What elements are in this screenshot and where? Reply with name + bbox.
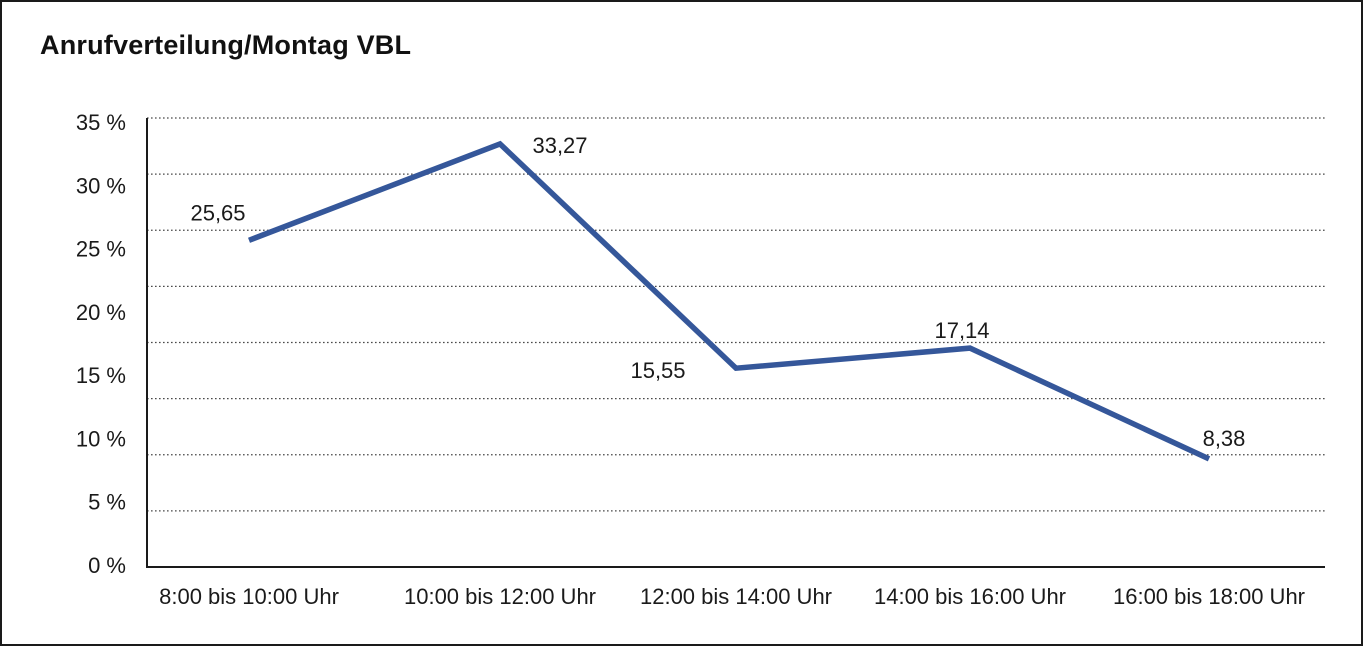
x-axis-category-label: 8:00 bis 10:00 Uhr xyxy=(159,584,339,609)
x-axis-category-label: 12:00 bis 14:00 Uhr xyxy=(640,584,832,609)
y-axis-tick-label: 20 % xyxy=(76,300,126,325)
y-axis-tick-label: 10 % xyxy=(76,426,126,451)
y-axis-tick-label: 5 % xyxy=(88,490,126,515)
y-axis-tick-label: 25 % xyxy=(76,237,126,262)
x-axis-category-label: 16:00 bis 18:00 Uhr xyxy=(1113,584,1305,609)
data-point-label: 17,14 xyxy=(934,318,989,343)
y-axis-tick-label: 30 % xyxy=(76,173,126,198)
data-point-label: 25,65 xyxy=(190,200,245,225)
data-point-label: 8,38 xyxy=(1203,426,1246,451)
chart-title: Anrufverteilung/Montag VBL xyxy=(40,30,412,60)
data-point-label: 33,27 xyxy=(532,133,587,158)
y-axis-tick-label: 15 % xyxy=(76,363,126,388)
y-axis-tick-label: 35 % xyxy=(76,110,126,135)
x-axis-category-label: 10:00 bis 12:00 Uhr xyxy=(404,584,596,609)
x-axis-category-label: 14:00 bis 16:00 Uhr xyxy=(874,584,1066,609)
data-series-line xyxy=(248,140,1211,462)
data-point-label: 15,55 xyxy=(630,358,685,383)
y-axis-tick-label: 0 % xyxy=(88,553,126,578)
